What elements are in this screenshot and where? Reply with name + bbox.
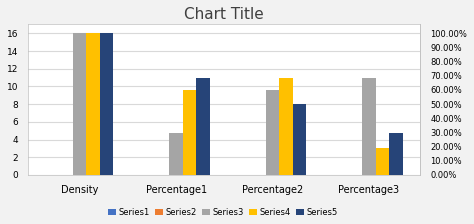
- Bar: [100, 33, 113, 175]
- Bar: [86, 33, 100, 175]
- Title: Chart Title: Chart Title: [184, 7, 264, 22]
- Bar: [73, 33, 86, 175]
- Bar: [293, 104, 306, 175]
- Bar: [389, 133, 402, 175]
- Legend: Series1, Series2, Series3, Series4, Series5: Series1, Series2, Series3, Series4, Seri…: [104, 204, 341, 220]
- Bar: [279, 78, 293, 175]
- Bar: [183, 90, 196, 175]
- Bar: [196, 78, 210, 175]
- Bar: [375, 147, 389, 175]
- Bar: [362, 78, 375, 175]
- Bar: [169, 133, 183, 175]
- Bar: [266, 90, 279, 175]
